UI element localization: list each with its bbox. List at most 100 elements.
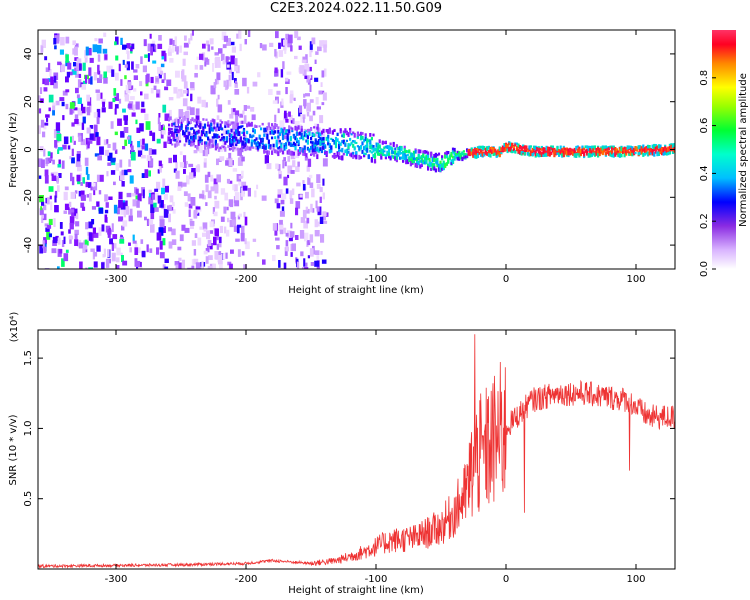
ridge-cell: [469, 149, 472, 154]
ridge-cell: [403, 148, 406, 153]
noise-cell: [216, 243, 219, 250]
noise-cell: [161, 50, 166, 57]
noise-cell: [98, 190, 102, 195]
ridge-cell: [412, 150, 416, 154]
noise-cell: [242, 110, 245, 115]
noise-cell: [194, 233, 198, 238]
noise-cell: [223, 35, 228, 42]
noise-cell: [285, 77, 289, 82]
ridge-cell: [556, 152, 559, 155]
ridge-cell: [412, 152, 416, 156]
noise-cell: [206, 230, 211, 240]
noise-cell: [175, 170, 180, 179]
noise-cell: [123, 208, 126, 218]
ridge-cell: [344, 149, 347, 153]
noise-cell: [179, 234, 184, 242]
noise-cell: [53, 171, 58, 176]
ridge-cell: [238, 133, 241, 136]
noise-cell: [95, 132, 99, 138]
noise-cell: [212, 137, 216, 147]
ridge-cell: [217, 126, 221, 131]
ridge-cell: [486, 146, 489, 152]
ridge-cell: [391, 155, 394, 158]
noise-cell: [169, 38, 173, 45]
ridge-cell: [657, 151, 660, 156]
ridge-cell: [578, 146, 581, 149]
ridge-cell: [203, 133, 207, 137]
noise-cell: [109, 65, 113, 73]
ridge-cell: [333, 129, 336, 132]
ridge-cell: [274, 126, 277, 130]
noise-cell: [91, 219, 95, 225]
ridge-cell: [233, 131, 236, 137]
noise-cell: [122, 59, 125, 65]
ridge-cell: [444, 154, 447, 159]
noise-cell: [116, 257, 120, 263]
ridge-cell: [291, 144, 294, 147]
noise-cell: [74, 119, 79, 125]
noise-cell: [134, 247, 139, 255]
colorbar-tick-label: 0.0: [699, 261, 710, 277]
ridge-cell: [455, 156, 458, 159]
noise-cell: [92, 44, 98, 53]
noise-cell: [57, 164, 62, 168]
noise-cell: [190, 93, 193, 102]
ridge-cell: [639, 147, 642, 152]
ridge-cell: [576, 149, 579, 153]
noise-cell: [272, 255, 276, 262]
ridge-cell: [629, 151, 632, 156]
ridge-cell: [575, 145, 578, 151]
ridge-cell: [540, 145, 543, 149]
ridge-cell: [448, 156, 451, 159]
noise-cell: [123, 127, 129, 133]
ridge-cell: [617, 150, 620, 153]
noise-cell: [316, 206, 320, 212]
noise-cell: [309, 248, 314, 257]
ridge-cell: [509, 146, 512, 152]
noise-cell: [69, 235, 72, 244]
noise-cell: [182, 90, 188, 94]
ridge-cell: [228, 133, 231, 136]
ridge-cell: [347, 150, 350, 154]
ridge-cell: [375, 149, 378, 154]
ridge-cell: [509, 145, 512, 148]
ridge-cell: [643, 152, 646, 156]
noise-cell: [93, 124, 98, 134]
ridge-cell: [289, 150, 292, 156]
ridge-cell: [562, 149, 565, 154]
ridge-cell: [322, 140, 325, 143]
noise-cell: [285, 246, 289, 252]
noise-cell: [131, 151, 136, 161]
ridge-cell: [584, 145, 587, 149]
ridge-cell: [352, 144, 355, 148]
ridge-cell: [205, 144, 208, 148]
noise-cell: [107, 229, 111, 238]
ridge-cell: [297, 140, 300, 145]
ridge-cell: [349, 137, 352, 141]
noise-cell: [54, 45, 57, 50]
ridge-cell: [607, 150, 611, 156]
ridge-cell: [592, 148, 595, 152]
ridge-cell: [207, 121, 210, 126]
ridge-cell: [208, 145, 211, 149]
ridge-cell: [567, 148, 570, 153]
ridge-cell: [205, 118, 208, 121]
noise-cell: [191, 265, 195, 269]
ridge-cell: [283, 132, 286, 135]
noise-cell: [194, 73, 198, 78]
noise-cell: [283, 227, 287, 234]
noise-cell: [167, 135, 171, 144]
ridge-cell: [339, 142, 342, 146]
noise-cell: [218, 260, 223, 265]
ridge-cell: [203, 144, 207, 150]
noise-cell: [105, 259, 110, 268]
noise-cell: [296, 182, 301, 187]
ridge-cell: [168, 127, 171, 132]
ridge-cell: [386, 151, 389, 156]
x-tick-label: -100: [365, 274, 388, 285]
noise-cell: [222, 253, 225, 260]
ridge-cell: [197, 139, 200, 143]
noise-cell: [65, 249, 69, 253]
ridge-cell: [313, 126, 316, 129]
ridge-cell: [328, 129, 331, 134]
